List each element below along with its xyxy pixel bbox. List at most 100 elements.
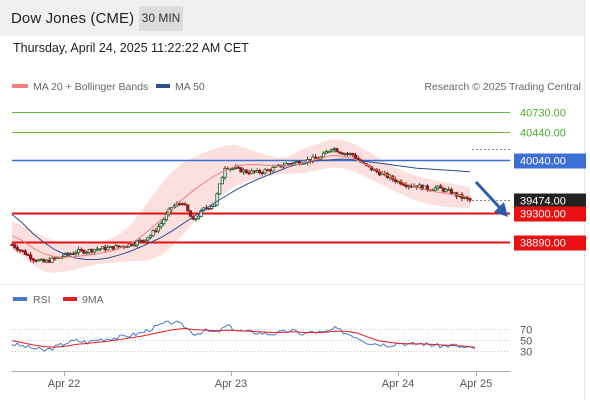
rsi-ma-legend-swatch [63,297,77,301]
candle-body [335,148,339,153]
interval-button[interactable]: 30 MIN [139,6,183,31]
candle-body [266,169,270,172]
forecast-arrow-shaft [474,180,502,210]
candle-body [140,239,145,242]
candle-body [327,150,331,153]
candle-body [154,230,158,233]
candle-body [87,249,91,253]
candle-body [351,153,355,156]
rsi-legend-swatch [13,297,27,301]
candle-body [199,210,203,217]
x-tick-label: Apr 24 [382,378,414,390]
candle-body [239,167,243,173]
candle-body [377,171,382,176]
candle-body [268,169,272,172]
candle-body [37,259,41,262]
candle-body [247,172,251,175]
candle-body [212,204,216,207]
level-label-support: 38890.00 [520,238,566,250]
candle-body [255,170,259,173]
x-tick-label: Apr 23 [215,378,247,390]
candle-body [220,176,224,185]
candle-body [345,153,350,155]
ma20-legend-label: MA 20 + Bollinger Bands [33,81,148,93]
candle-body [380,172,384,176]
candle-body [23,250,27,255]
candle-body [79,249,83,251]
level-badge-pivot [514,153,586,169]
level-label-target: 40730.00 [520,108,566,120]
candle-body [465,196,469,199]
rsi-ma-legend-label: 9MA [82,294,104,306]
candle-body [332,148,336,151]
candle-body [55,256,59,259]
candle-body [404,184,408,187]
candle-body [95,248,99,251]
candle-body [287,162,291,165]
candle-body [186,204,190,212]
candle-body [34,259,38,262]
candle-body [148,235,153,239]
price-legend: MA 20 + Bollinger Bands MA 50 Research ©… [12,81,581,93]
candle-body [143,239,147,242]
candle-body [343,153,347,155]
candle-body [407,185,411,188]
ma50-legend-label: MA 50 [175,81,205,93]
candle-body [417,184,422,188]
candle-body [45,259,49,263]
rsi-tick-label: 70 [520,325,532,337]
candle-body [29,254,33,260]
candle-body [468,198,472,201]
candle-body [135,240,139,246]
x-axis: Apr 22 Apr 23 Apr 24 Apr 25 [48,371,492,390]
candle-body [114,245,118,250]
candle-body [53,257,57,260]
candle-body [92,249,97,253]
candle-body [321,152,326,158]
candle-body [329,149,334,152]
rsi-tick-label: 50 [520,336,532,348]
rsi-line [11,320,476,352]
rsi-legend: RSI 9MA [13,294,104,306]
price-panel: 40730.00 40440.00 40040.00 39474.0039300.00… [10,108,586,273]
candle-body [207,207,211,210]
level-badge-current [514,193,586,209]
candle-body [313,156,318,159]
candle-body [103,246,107,251]
instrument-title: Dow Jones (CME) [11,10,135,27]
candle-body [68,253,73,256]
candle-body [21,249,25,252]
candle-body [162,219,166,224]
candle-body [66,252,70,255]
candle-body [441,187,445,192]
bollinger-band [12,139,470,273]
candle-body [111,245,115,250]
candle-body [98,248,102,251]
candle-body [436,185,440,189]
candle-body [295,161,299,163]
candle-body [50,257,54,263]
candle-body [183,203,187,206]
candle-body [433,187,437,191]
candle-body [13,244,17,248]
candle-body [234,166,238,169]
candle-body [196,215,200,220]
candle-body [82,249,86,254]
candle-body [26,254,30,256]
x-tick-label: Apr 25 [460,378,492,390]
candle-body [151,230,155,237]
x-tick-label: Apr 22 [48,378,80,390]
candle-body [76,249,81,254]
candle-body [337,151,342,154]
candle-body [242,169,246,173]
rsi-ma-line [11,327,476,348]
candle-body [132,244,137,247]
candle-body [236,166,240,169]
candle-body [138,239,142,242]
candle-body [159,223,163,227]
candle-body [124,246,129,249]
level-badge-support [514,206,586,222]
candle-body [71,253,75,256]
candle-body [439,185,443,189]
